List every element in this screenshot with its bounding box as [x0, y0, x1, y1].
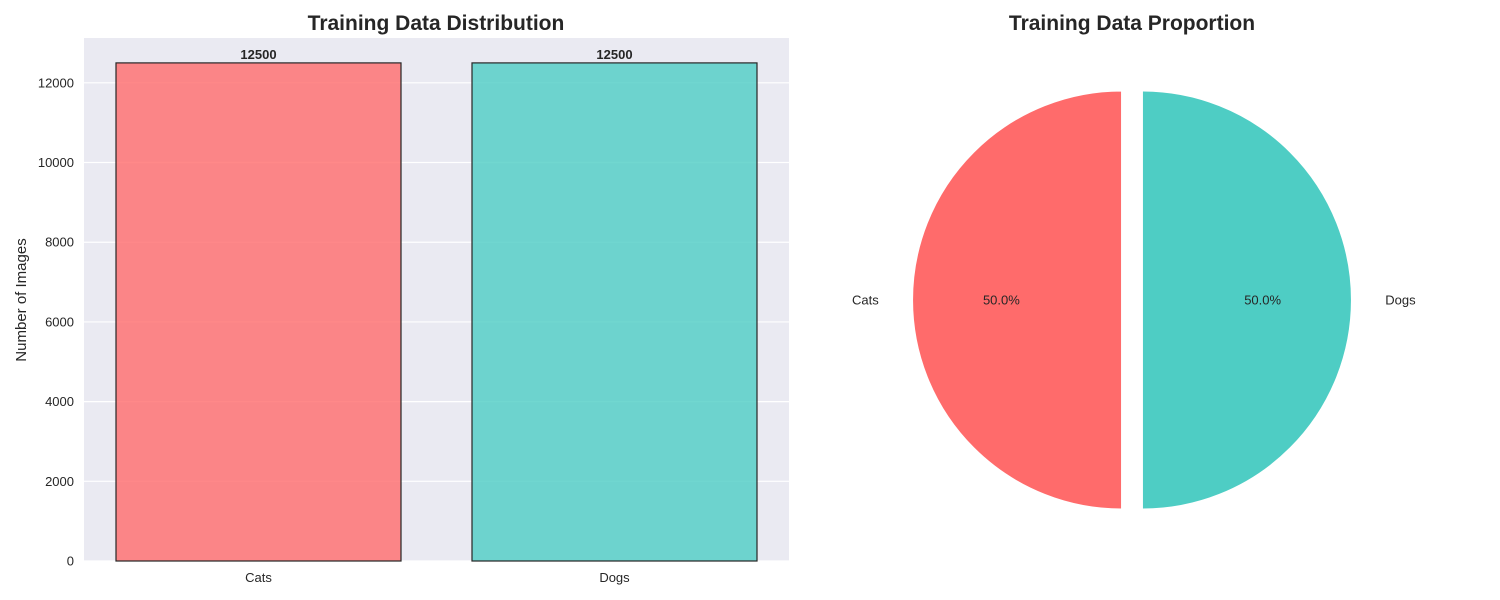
- y-tick-labels: 0 2000 4000 6000 8000 10000 12000: [38, 75, 74, 568]
- bar-marks: 12500 12500: [115, 47, 758, 562]
- y-tick-label: 2000: [45, 474, 74, 489]
- y-tick-label: 6000: [45, 314, 74, 329]
- y-tick-label: 4000: [45, 394, 74, 409]
- pie-percent-label: 50.0%: [983, 293, 1020, 308]
- bar-value-label: 12500: [240, 47, 276, 62]
- pie-chart: Training Data Proportion Cats 50.0% Dogs 50…: [852, 12, 1416, 510]
- pie-category-label: Dogs: [1385, 293, 1416, 308]
- bar-dogs: [471, 62, 758, 562]
- bar-cats: [115, 62, 402, 562]
- y-axis-label: Number of Images: [13, 238, 30, 361]
- pie-marks: Cats 50.0% Dogs 50.0%: [852, 90, 1416, 510]
- y-tick-label: 12000: [38, 75, 74, 90]
- x-tick-label: Dogs: [599, 570, 630, 585]
- y-tick-label: 0: [67, 554, 74, 569]
- y-tick-label: 10000: [38, 155, 74, 170]
- y-tick-label: 8000: [45, 235, 74, 250]
- bar-chart: Training Data Distribution 12500 12500 0 2…: [13, 12, 789, 585]
- bar-value-label: 12500: [596, 47, 632, 62]
- x-tick-label: Cats: [245, 570, 272, 585]
- pie-category-label: Cats: [852, 293, 879, 308]
- pie-percent-label: 50.0%: [1244, 293, 1281, 308]
- bar-chart-title: Training Data Distribution: [308, 12, 565, 35]
- pie-chart-title: Training Data Proportion: [1009, 12, 1255, 35]
- x-tick-labels: Cats Dogs: [245, 570, 630, 585]
- pie-slice-dogs: [1141, 90, 1352, 510]
- pie-slice-cats: [912, 90, 1123, 510]
